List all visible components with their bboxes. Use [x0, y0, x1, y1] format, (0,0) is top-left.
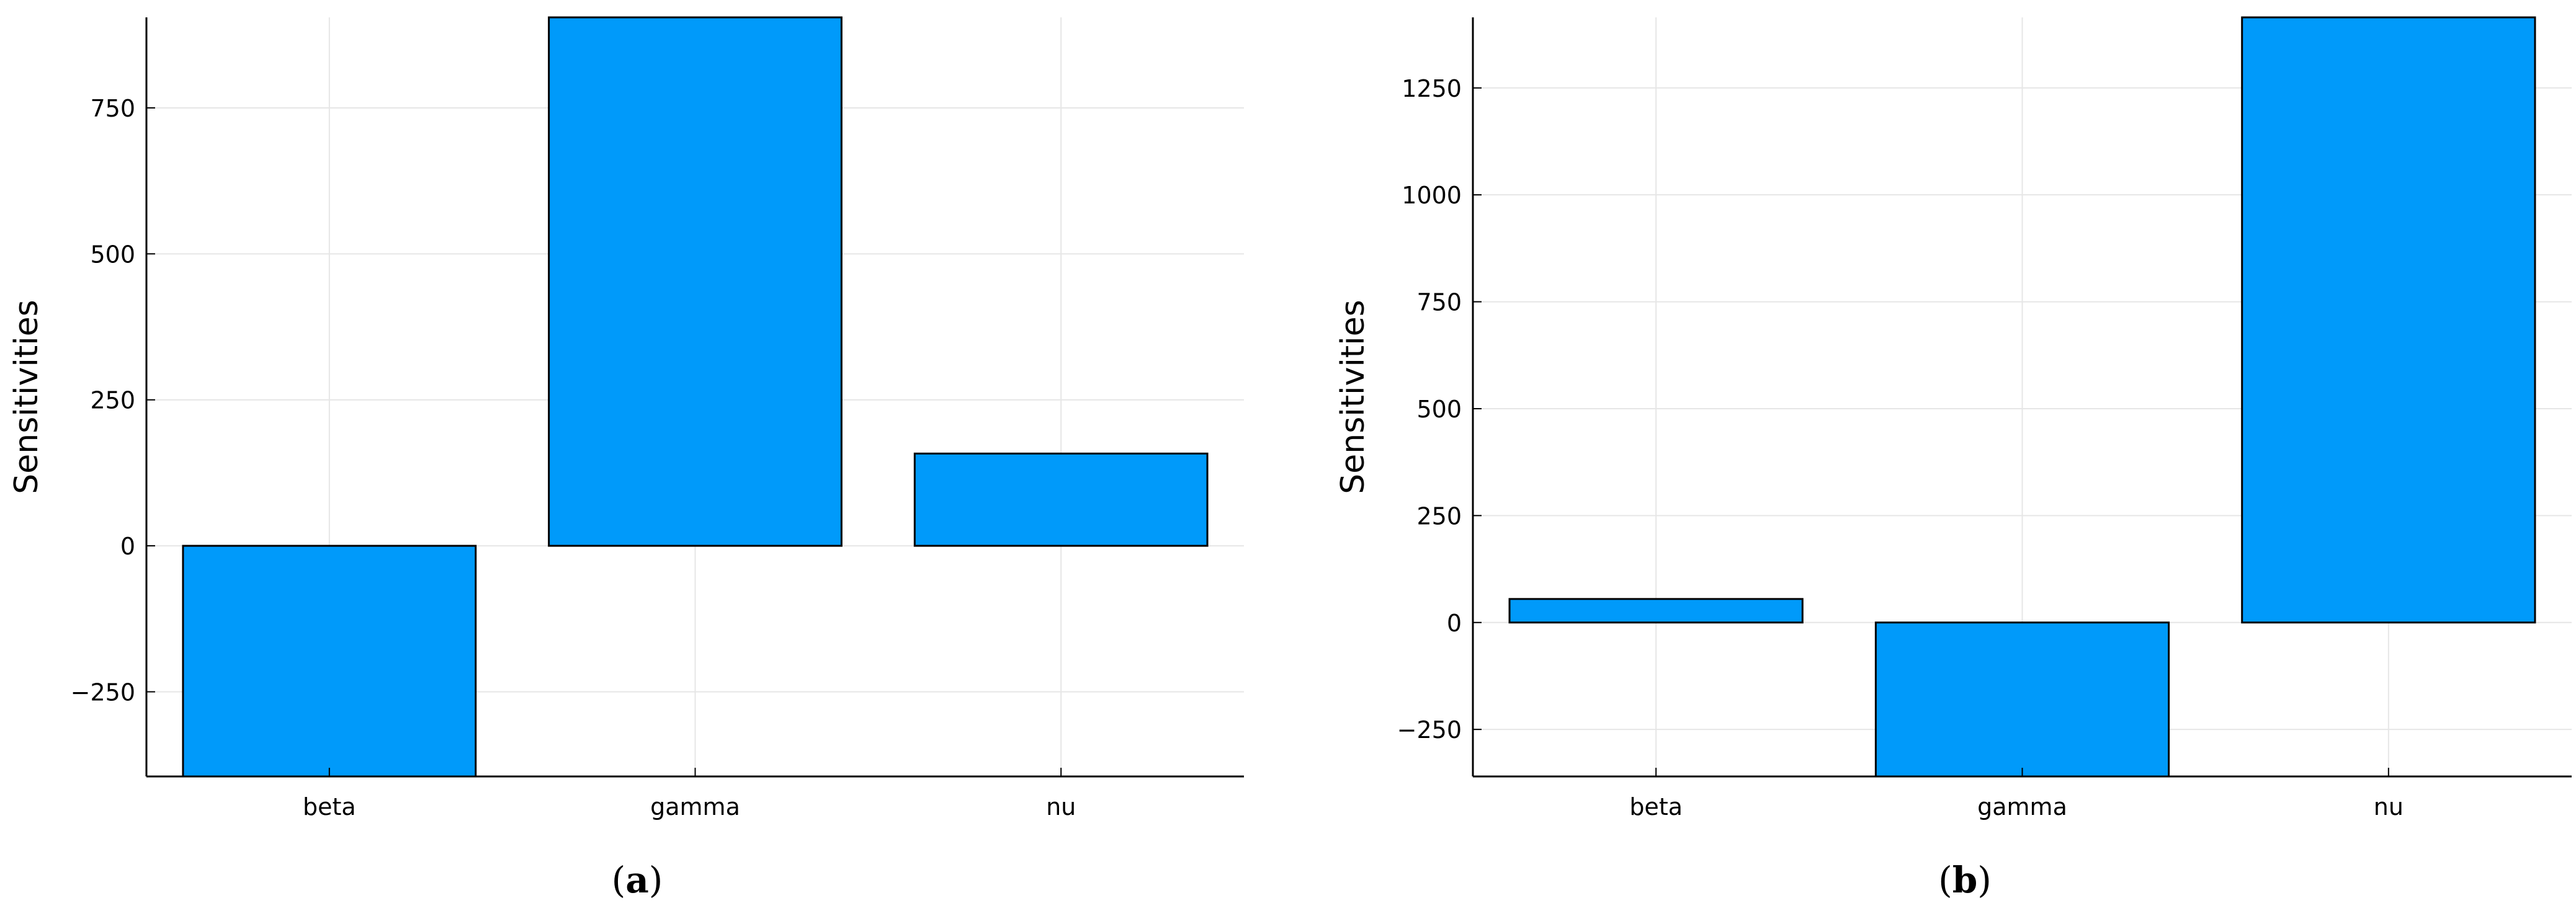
x-tick-label: beta	[1629, 793, 1683, 820]
y-tick-label: 750	[1416, 289, 1462, 316]
y-tick-label: 1250	[1402, 75, 1462, 102]
y-axis-label: Sensitivities	[1335, 300, 1372, 494]
bar-gamma	[548, 16, 843, 547]
y-tick-label: −250	[71, 678, 135, 706]
y-tick-label: 1000	[1402, 182, 1462, 209]
x-tick-label: gamma	[650, 793, 740, 820]
y-tick-label: 750	[90, 95, 135, 122]
y-tick-label: 0	[1447, 610, 1462, 637]
y-tick-label: 250	[1416, 502, 1462, 530]
y-axis-label: Sensitivities	[8, 300, 45, 494]
bar-nu	[2241, 16, 2536, 624]
y-tick-label: 250	[90, 387, 135, 414]
bar-beta	[182, 545, 477, 778]
x-tick-label: nu	[2374, 793, 2404, 820]
bar-beta	[1508, 598, 1804, 624]
y-tick-label: 0	[120, 533, 135, 560]
x-tick-label: nu	[1046, 793, 1076, 820]
bar-nu	[913, 452, 1209, 547]
bar-gamma	[1874, 621, 2170, 778]
panel-a-label: a	[625, 859, 649, 901]
y-tick-label: 500	[1416, 396, 1462, 423]
panel-b-label: b	[1952, 859, 1978, 901]
panel-b-caption: (b)	[1938, 859, 1992, 901]
y-tick-label: 500	[90, 241, 135, 268]
panel-a-caption: (a)	[611, 859, 663, 901]
chart-panel-b: −250 0 250 500 750 1000 1250 beta gamma nu Sensiti…	[1335, 16, 2572, 820]
y-tick-label: −250	[1397, 716, 1462, 744]
chart-panel-a: −250 0 250 500 750 beta gamma nu Sensitivities	[8, 16, 1244, 820]
x-tick-label: gamma	[1977, 793, 2067, 820]
x-tick-label: beta	[303, 793, 356, 820]
